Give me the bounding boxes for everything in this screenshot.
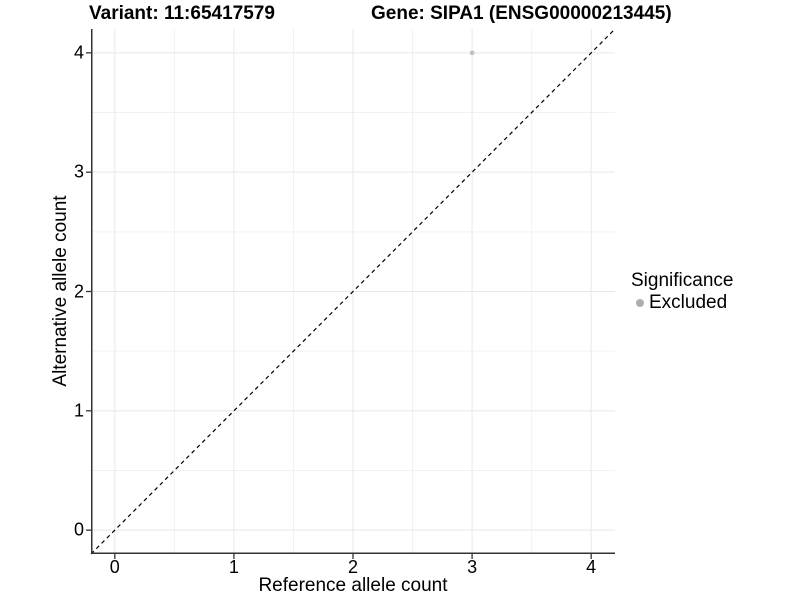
x-tick-label: 3: [467, 557, 478, 577]
x-tick-label: 0: [109, 557, 120, 577]
gene-title: Gene: SIPA1 (ENSG00000213445): [371, 3, 672, 24]
y-tick-label: 0: [73, 519, 84, 540]
y-axis-title: Alternative allele count: [50, 195, 71, 387]
y-tick-label: 3: [73, 161, 84, 182]
identity-dashed-line: [90, 28, 616, 555]
data-point: [469, 50, 475, 56]
legend-entry: Excluded: [631, 292, 733, 314]
legend-point-icon: [636, 299, 644, 307]
x-axis-title: Reference allele count: [258, 575, 448, 596]
x-tick-label: 2: [347, 557, 359, 577]
x-tick-label: 1: [228, 557, 239, 577]
legend: Significance Excluded: [631, 270, 733, 314]
plot-panel: [86, 28, 616, 559]
legend-title: Significance: [631, 270, 734, 291]
variant-title: Variant: 11:65417579: [89, 3, 275, 24]
y-tick-label: 1: [73, 400, 84, 421]
y-tick-label: 4: [73, 42, 84, 63]
plot-canvas: [86, 28, 616, 559]
legend-entry-label: Excluded: [649, 292, 728, 313]
x-tick-label: 4: [586, 557, 597, 577]
y-tick-label: 2: [73, 281, 84, 301]
